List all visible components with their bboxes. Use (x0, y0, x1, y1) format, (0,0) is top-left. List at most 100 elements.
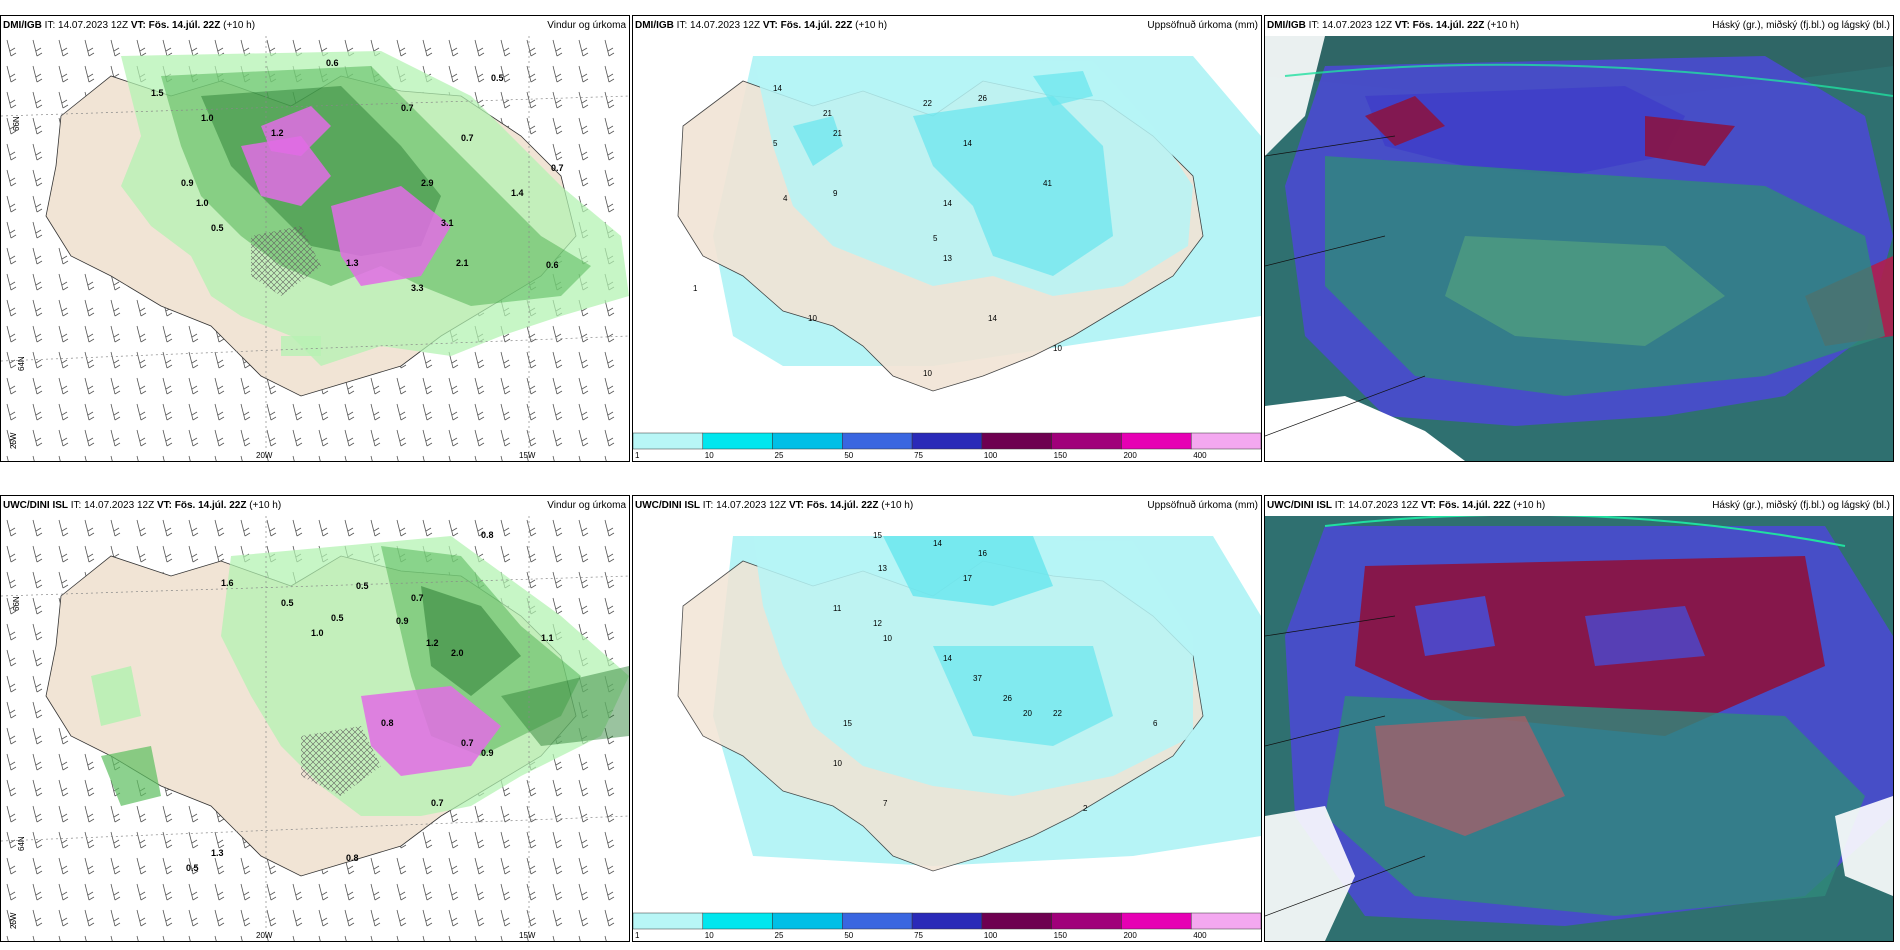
value-label: 0.7 (461, 738, 474, 748)
value-label: 12 (873, 619, 882, 628)
value-label: 14 (933, 539, 942, 548)
colorbar-swatch (1121, 912, 1192, 930)
colorbar-tick: 400 (1193, 931, 1207, 940)
value-label: 0.6 (326, 58, 339, 68)
value-label: 0.7 (551, 163, 564, 173)
model-name: UWC/DINI ISL (635, 500, 700, 511)
colorbar-swatch (1190, 912, 1261, 930)
value-label: 5 (933, 234, 938, 243)
colorbar-swatch (842, 912, 913, 930)
value-label: 37 (973, 674, 982, 683)
value-label: 0.6 (546, 260, 559, 270)
precip-field (121, 51, 629, 366)
colorbar-tick: 400 (1193, 451, 1207, 460)
value-label: 10 (808, 314, 817, 323)
panel-uwc-clouds: UWC/DINI ISL IT: 14.07.2023 12Z VT: Fös.… (1264, 495, 1894, 942)
panel-header: DMI/IGB IT: 14.07.2023 12Z VT: Fös. 14.j… (1265, 16, 1893, 36)
colorbar-tick: 1 (635, 931, 640, 940)
precip-colorbar: 1 10 25 50 75 100 150 200 400 (633, 912, 1261, 940)
value-label: 17 (963, 574, 972, 583)
value-label: 1.5 (151, 88, 164, 98)
svg-text:64N: 64N (17, 836, 26, 851)
colorbar-tick: 25 (775, 451, 784, 460)
panel-header: DMI/IGB IT: 14.07.2023 12Z VT: Fös. 14.j… (633, 16, 1261, 36)
panel-uwc-wind: UWC/DINI ISL IT: 14.07.2023 12Z VT: Fös.… (0, 495, 630, 942)
svg-text:66N: 66N (12, 596, 21, 611)
colorbar-tick: 50 (844, 451, 853, 460)
value-label: 1.0 (201, 113, 214, 123)
value-label: 2.9 (421, 178, 434, 188)
colorbar-swatch (1051, 432, 1122, 450)
model-name: DMI/IGB (3, 20, 42, 31)
panel-header: UWC/DINI ISL IT: 14.07.2023 12Z VT: Fös.… (1265, 496, 1893, 516)
value-label: 3.3 (411, 283, 424, 293)
value-label: 0.7 (461, 133, 474, 143)
lat-64n: 64N (17, 356, 26, 371)
value-label: 26 (1003, 694, 1012, 703)
panel-title: Uppsöfnuð úrkoma (mm) (1147, 500, 1258, 511)
value-label: 1.4 (511, 188, 524, 198)
accumulated-precip-map: 14 21 5 4 9 21 22 26 14 14 41 5 13 10 14 10 10 1 (633, 36, 1261, 461)
model-name: DMI/IGB (1267, 20, 1306, 31)
value-label: 14 (943, 654, 952, 663)
colorbar-tick: 75 (914, 931, 923, 940)
value-label: 0.7 (431, 798, 444, 808)
value-label: 0.9 (181, 178, 194, 188)
value-label: 14 (943, 199, 952, 208)
value-label: 9 (833, 189, 838, 198)
precip-value-labels: 0.8 0.5 0.5 0.7 1.6 1.0 0.5 0.9 1.2 2.0 1.1 0.9 0.7 0… (186, 530, 554, 873)
value-label: 5 (773, 139, 778, 148)
value-label: 0.9 (481, 748, 494, 758)
value-label: 1 (693, 284, 698, 293)
colorbar-tick: 150 (1054, 931, 1068, 940)
value-label: 16 (978, 549, 987, 558)
value-label: 22 (923, 99, 932, 108)
value-label: 0.8 (381, 718, 394, 728)
value-label: 3.1 (441, 218, 454, 228)
model-name: UWC/DINI ISL (1267, 500, 1332, 511)
lon-15w: 15W (519, 451, 536, 460)
value-label: 0.8 (346, 853, 359, 863)
colorbar-tick: 200 (1123, 931, 1137, 940)
value-label: 1.6 (221, 578, 234, 588)
panel-uwc-precip: UWC/DINI ISL IT: 14.07.2023 12Z VT: Fös.… (632, 495, 1262, 942)
value-label: 4 (783, 194, 788, 203)
panel-dmi-wind: DMI/IGB IT: 14.07.2023 12Z VT: Fös. 14.j… (0, 15, 630, 462)
panel-title: Vindur og úrkoma (547, 500, 626, 511)
svg-text:20W: 20W (256, 931, 273, 940)
colorbar-tick: 10 (705, 451, 714, 460)
value-label: 1.0 (311, 628, 324, 638)
colorbar-swatch (633, 912, 704, 930)
cloud-cover-map (1265, 36, 1893, 461)
valid-time: VT: Fös. 14.júl. 22Z (130, 20, 221, 31)
value-label: 0.9 (396, 616, 409, 626)
colorbar-swatch (1190, 432, 1261, 450)
colorbar-swatch (981, 432, 1052, 450)
value-label: 0.5 (491, 73, 504, 83)
value-label: 0.5 (186, 863, 199, 873)
svg-text:15W: 15W (519, 931, 536, 940)
value-label: 0.5 (211, 223, 224, 233)
model-name: UWC/DINI ISL (3, 500, 68, 511)
colorbar-tick: 100 (984, 931, 998, 940)
value-label: 15 (843, 719, 852, 728)
colorbar-swatch (981, 912, 1052, 930)
value-label: 0.8 (481, 530, 494, 540)
panel-dmi-precip: DMI/IGB IT: 14.07.2023 12Z VT: Fös. 14.j… (632, 15, 1262, 462)
value-label: 2.0 (451, 648, 464, 658)
colorbar-swatch (702, 432, 773, 450)
model-name: DMI/IGB (635, 20, 674, 31)
panel-header: DMI/IGB IT: 14.07.2023 12Z VT: Fös. 14.j… (1, 16, 629, 36)
colorbar-swatch (772, 432, 843, 450)
precip-field (91, 536, 629, 816)
panel-header: UWC/DINI ISL IT: 14.07.2023 12Z VT: Fös.… (633, 496, 1261, 516)
lon-25w: 25W (9, 432, 18, 449)
colorbar-swatch (1051, 912, 1122, 930)
precip-value-labels: 0.61.51.01.20.70.50.70.91.00.52.93.12.13… (151, 58, 564, 293)
lon-20w: 20W (256, 451, 273, 460)
panel-title: Uppsöfnuð úrkoma (mm) (1147, 20, 1258, 31)
colorbar-swatch (702, 912, 773, 930)
value-label: 1.3 (211, 848, 224, 858)
value-label: 0.7 (411, 593, 424, 603)
